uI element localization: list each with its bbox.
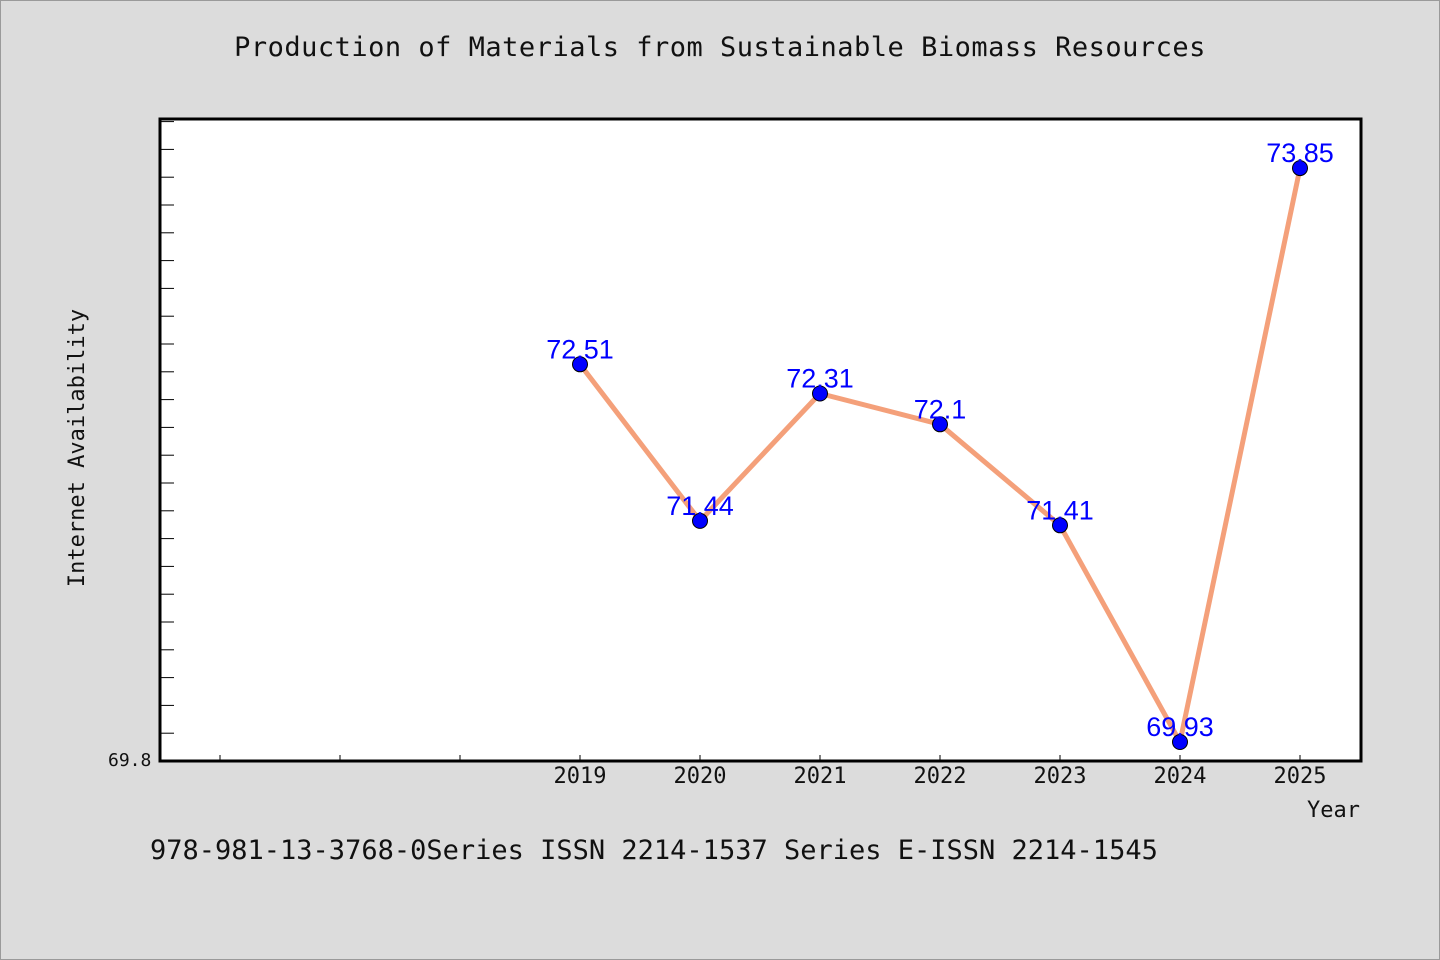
chart-title: Production of Materials from Sustainable… — [234, 32, 1206, 63]
data-point — [1052, 517, 1068, 534]
data-label: 72.31 — [786, 364, 854, 394]
x-axis-label: Year — [1307, 798, 1360, 823]
data-label: 71.41 — [1026, 495, 1094, 525]
data-point — [1172, 734, 1188, 750]
y-tick-label: 69.8 — [108, 750, 151, 771]
data-point — [932, 416, 948, 433]
data-point — [1292, 160, 1308, 177]
x-tick-label: 2022 — [914, 764, 967, 789]
x-tick-label: 2021 — [794, 764, 847, 789]
x-ticks — [219, 755, 1301, 761]
x-tick-label: 2024 — [1154, 764, 1207, 789]
data-label: 72.1 — [914, 394, 967, 424]
x-tick-label: 2023 — [1034, 764, 1087, 789]
data-labels: 72.51 71.44 72.31 72.1 71.41 69.93 73.85 — [546, 138, 1334, 742]
x-tick-label: 2019 — [554, 764, 607, 789]
data-point — [692, 512, 708, 529]
y-axis-label: Internet Availability — [65, 309, 90, 587]
footer-isbn-text: 978-981-13-3768-0Series ISSN 2214-1537 S… — [150, 835, 1158, 866]
data-label: 69.93 — [1146, 712, 1214, 742]
plot-area — [158, 117, 1363, 763]
data-label: 73.85 — [1266, 138, 1334, 168]
x-tick-labels: 2019 2020 2021 2022 2023 2024 2025 — [554, 764, 1327, 789]
x-tick-label: 2020 — [674, 764, 727, 789]
y-minor-ticks — [160, 121, 174, 734]
x-tick-label: 2025 — [1274, 764, 1327, 789]
data-label: 72.51 — [546, 334, 614, 364]
data-point — [572, 356, 588, 373]
data-point — [812, 385, 828, 402]
data-markers — [572, 160, 1308, 750]
data-label: 71.44 — [666, 491, 734, 521]
